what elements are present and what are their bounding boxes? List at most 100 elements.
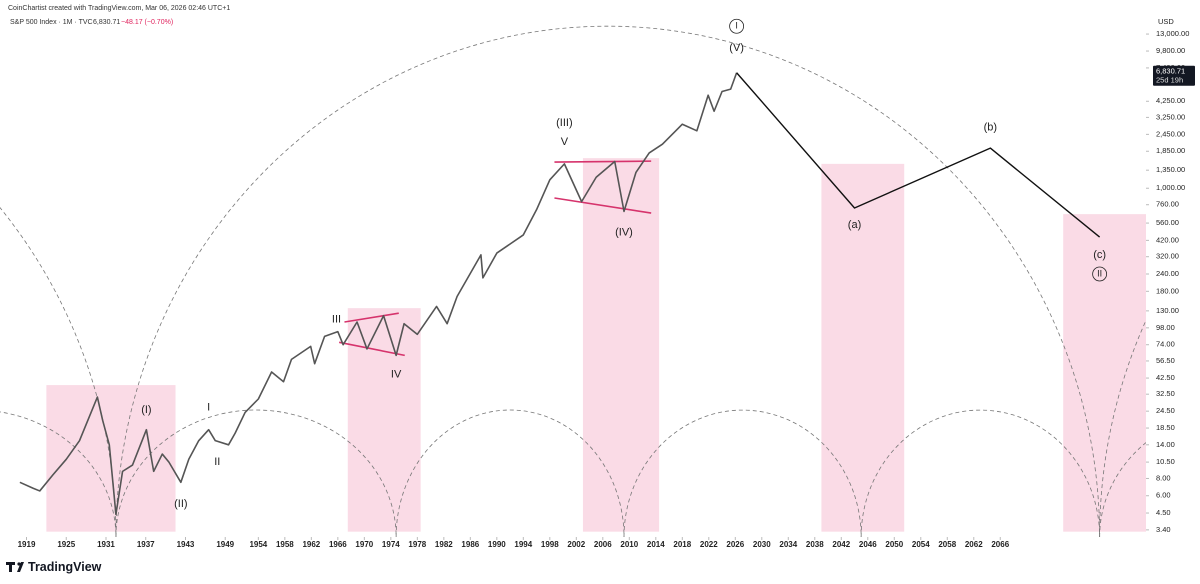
countdown-label: 25d 19h <box>1156 76 1183 85</box>
y-tick-label: 9,800.00 <box>1156 46 1185 55</box>
x-tick-label: 2042 <box>832 540 850 549</box>
y-tick-label: 420.00 <box>1156 235 1179 244</box>
wave-label: I <box>735 21 738 31</box>
annotation-circle <box>1092 266 1108 282</box>
wave-label: (V) <box>729 42 744 54</box>
x-tick-label: 2066 <box>991 540 1009 549</box>
wave-label: III <box>332 314 341 326</box>
x-tick-label: 2010 <box>620 540 638 549</box>
x-tick-label: 1958 <box>276 540 294 549</box>
y-tick-label: 240.00 <box>1156 269 1179 278</box>
overlay: 13,000.009,800.007,400.004,250.003,250.0… <box>18 18 1195 549</box>
x-tick-label: 1937 <box>137 540 155 549</box>
y-tick-label: 3.40 <box>1156 525 1171 534</box>
x-tick-label: 1986 <box>461 540 479 549</box>
y-tick-label: 1,350.00 <box>1156 165 1185 174</box>
trendline <box>554 197 652 214</box>
y-tick-label: 24.50 <box>1156 406 1175 415</box>
y-tick-label: 3,250.00 <box>1156 112 1185 121</box>
y-tick-label: 180.00 <box>1156 286 1179 295</box>
projection-line <box>736 72 1101 238</box>
cycle-arc <box>0 411 117 537</box>
x-tick-label: 2058 <box>938 540 956 549</box>
cycle-arc <box>623 410 862 537</box>
trendline <box>344 312 399 323</box>
plot-area <box>0 26 1146 537</box>
wave-label: II <box>214 456 220 468</box>
highlight-zone <box>347 308 421 532</box>
x-tick-label: 2038 <box>806 540 824 549</box>
y-tick-label: 74.00 <box>1156 340 1175 349</box>
y-tick-label: 18.50 <box>1156 423 1175 432</box>
wave-label: (III) <box>556 117 573 129</box>
y-tick-label: 98.00 <box>1156 323 1175 332</box>
highlight-zone <box>1063 214 1146 532</box>
x-tick-label: 2006 <box>594 540 612 549</box>
y-tick-label: 8.00 <box>1156 473 1171 482</box>
x-tick-label: 2026 <box>726 540 744 549</box>
x-tick-label: 2002 <box>567 540 585 549</box>
y-tick-label: 4.50 <box>1156 508 1171 517</box>
x-tick-label: 2054 <box>912 540 930 549</box>
currency: USD <box>1158 17 1174 26</box>
highlight-zone <box>821 163 905 532</box>
brand-logo-dot <box>17 562 21 566</box>
x-tick-label: 1994 <box>514 540 532 549</box>
last-price-label: 6,830.71 <box>1156 67 1185 76</box>
wave-label: (IV) <box>615 226 633 238</box>
last-price-box <box>1153 65 1195 86</box>
x-tick-label: 2022 <box>700 540 718 549</box>
x-tick-label: 1970 <box>355 540 373 549</box>
wave-label: (I) <box>141 404 151 416</box>
major-cycle-arc <box>115 26 1101 537</box>
y-tick-label: 42.50 <box>1156 373 1175 382</box>
y-tick-label: 6.00 <box>1156 491 1171 500</box>
x-tick-label: 2030 <box>753 540 771 549</box>
x-tick-label: 1925 <box>57 540 75 549</box>
wave-label: (a) <box>848 219 861 231</box>
y-tick-label: 56.50 <box>1156 356 1175 365</box>
x-tick-label: 1966 <box>329 540 347 549</box>
y-tick-label: 4,250.00 <box>1156 96 1185 105</box>
highlight-zone <box>582 158 660 532</box>
y-tick-label: 130.00 <box>1156 306 1179 315</box>
last-price: 6,830.71 <box>93 19 120 26</box>
x-tick-label: 1962 <box>302 540 320 549</box>
x-tick-label: 1990 <box>488 540 506 549</box>
brand-logo <box>6 562 24 572</box>
wave-label: IV <box>391 369 402 381</box>
y-tick-label: 14.00 <box>1156 440 1175 449</box>
x-tick-label: 2046 <box>859 540 877 549</box>
wave-label: (II) <box>174 498 187 510</box>
brand: TradingView <box>6 560 102 574</box>
y-tick-label: 1,850.00 <box>1156 146 1185 155</box>
brand-name: TradingView <box>28 560 102 574</box>
x-tick-label: 2062 <box>965 540 983 549</box>
x-tick-label: 2018 <box>673 540 691 549</box>
y-tick-label: 760.00 <box>1156 200 1179 209</box>
annotation-circle <box>729 18 745 34</box>
x-tick-label: 1954 <box>249 540 267 549</box>
wave-label: (b) <box>984 121 997 133</box>
x-tick-label: 2014 <box>647 540 665 549</box>
x-tick-label: 1978 <box>408 540 426 549</box>
trendline <box>554 160 652 163</box>
y-tick-label: 320.00 <box>1156 252 1179 261</box>
x-tick-label: 1974 <box>382 540 400 549</box>
wave-label: I <box>207 402 210 414</box>
y-tick-label: 2,450.00 <box>1156 129 1185 138</box>
wave-label: (c) <box>1093 249 1106 261</box>
y-tick-label: 560.00 <box>1156 218 1179 227</box>
wave-label: V <box>561 136 569 148</box>
wave-label: II <box>1097 268 1102 278</box>
x-tick-label: 1982 <box>435 540 453 549</box>
x-tick-label: 1943 <box>177 540 195 549</box>
cycle-arc <box>115 409 397 537</box>
price-line <box>19 72 738 516</box>
y-tick-label: 10.50 <box>1156 457 1175 466</box>
x-tick-label: 1931 <box>97 540 115 549</box>
x-tick-label: 2050 <box>885 540 903 549</box>
x-tick-label: 1949 <box>216 540 234 549</box>
